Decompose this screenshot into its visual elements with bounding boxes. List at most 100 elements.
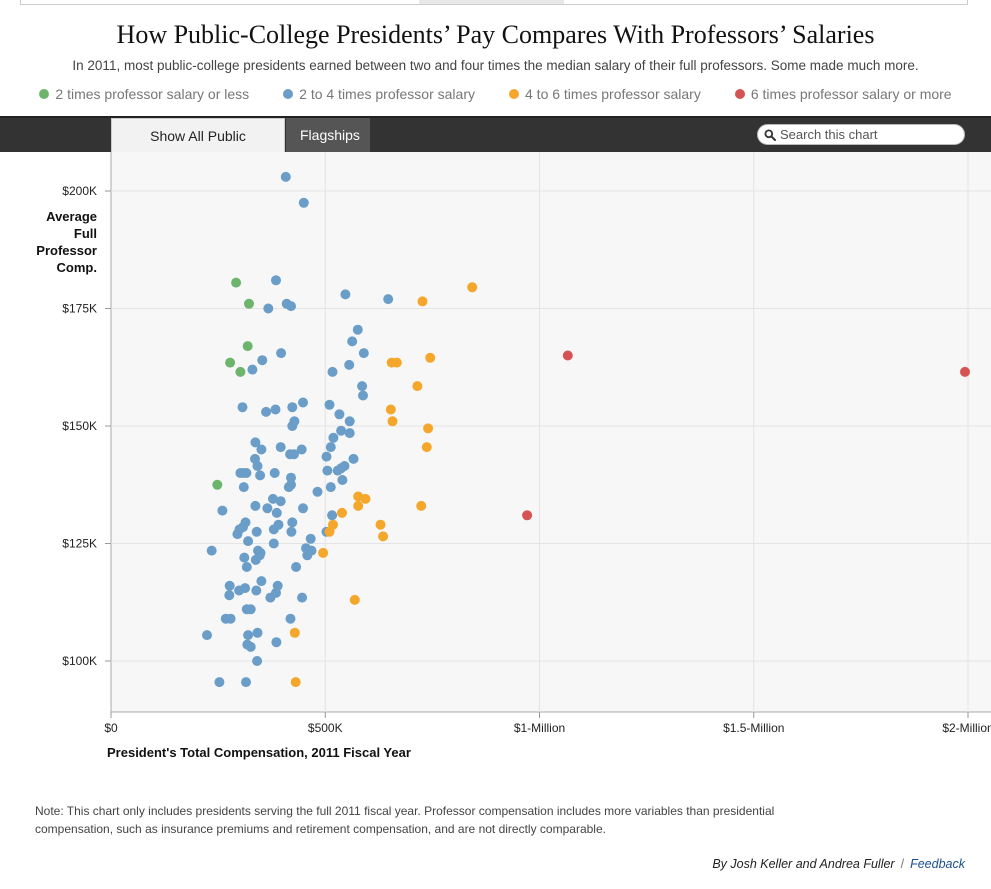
- data-point[interactable]: [276, 348, 287, 359]
- tab-all-public-colleges[interactable]: Show All Public Colleges: [111, 118, 285, 178]
- data-point[interactable]: [328, 432, 339, 443]
- data-point[interactable]: [286, 526, 297, 537]
- data-point[interactable]: [250, 500, 261, 511]
- data-point[interactable]: [224, 580, 235, 591]
- data-point[interactable]: [247, 364, 258, 375]
- data-point[interactable]: [275, 496, 286, 507]
- data-point[interactable]: [280, 171, 291, 182]
- data-point[interactable]: [337, 475, 348, 485]
- data-point[interactable]: [383, 294, 394, 305]
- data-point[interactable]: [336, 425, 347, 436]
- data-point[interactable]: [378, 531, 389, 542]
- data-point[interactable]: [243, 536, 254, 547]
- data-point[interactable]: [225, 357, 236, 368]
- data-point[interactable]: [238, 482, 249, 493]
- legend-item-2x-or-less[interactable]: 2 times professor salary or less: [39, 86, 249, 102]
- data-point[interactable]: [347, 336, 358, 347]
- data-point[interactable]: [344, 359, 355, 370]
- data-point[interactable]: [251, 585, 262, 596]
- data-point[interactable]: [243, 630, 254, 641]
- data-point[interactable]: [242, 341, 253, 352]
- data-point[interactable]: [235, 366, 246, 377]
- data-point[interactable]: [238, 468, 249, 478]
- data-point[interactable]: [353, 500, 364, 511]
- search-box[interactable]: [757, 124, 965, 145]
- data-point[interactable]: [287, 402, 298, 413]
- data-point[interactable]: [252, 627, 263, 638]
- data-point[interactable]: [302, 550, 313, 561]
- data-point[interactable]: [241, 562, 252, 572]
- data-point[interactable]: [287, 517, 298, 528]
- data-point[interactable]: [290, 677, 301, 688]
- data-point[interactable]: [327, 510, 338, 521]
- data-point[interactable]: [318, 547, 329, 558]
- data-point[interactable]: [360, 493, 371, 504]
- data-point[interactable]: [252, 461, 263, 471]
- data-point[interactable]: [325, 442, 336, 453]
- data-point[interactable]: [348, 453, 359, 464]
- data-point[interactable]: [332, 465, 343, 476]
- data-point[interactable]: [212, 479, 223, 490]
- data-point[interactable]: [325, 482, 336, 493]
- data-point[interactable]: [327, 366, 338, 377]
- data-point[interactable]: [421, 442, 432, 453]
- data-point[interactable]: [358, 348, 369, 359]
- search-input[interactable]: [780, 127, 960, 142]
- data-point[interactable]: [289, 627, 300, 638]
- data-point[interactable]: [261, 406, 272, 417]
- data-point[interactable]: [270, 404, 281, 415]
- data-point[interactable]: [202, 630, 212, 641]
- tab-flagships[interactable]: Flagships: [286, 118, 370, 152]
- data-point[interactable]: [285, 449, 296, 460]
- data-point[interactable]: [349, 594, 360, 605]
- data-point[interactable]: [206, 545, 217, 556]
- data-point[interactable]: [268, 538, 279, 549]
- data-point[interactable]: [237, 402, 248, 413]
- data-point[interactable]: [344, 416, 355, 427]
- data-point[interactable]: [271, 507, 282, 518]
- data-point[interactable]: [244, 298, 254, 309]
- data-point[interactable]: [385, 404, 396, 415]
- data-point[interactable]: [275, 442, 286, 453]
- data-point[interactable]: [416, 500, 427, 511]
- data-point[interactable]: [522, 510, 533, 521]
- data-point[interactable]: [250, 437, 261, 448]
- data-point[interactable]: [423, 423, 434, 434]
- data-point[interactable]: [321, 451, 332, 462]
- data-point[interactable]: [245, 641, 256, 652]
- data-point[interactable]: [255, 470, 266, 481]
- data-point[interactable]: [269, 468, 280, 478]
- feedback-link[interactable]: Feedback: [910, 857, 965, 871]
- data-point[interactable]: [250, 554, 261, 565]
- data-point[interactable]: [287, 421, 298, 431]
- legend-item-4-to-6x[interactable]: 4 to 6 times professor salary: [509, 86, 701, 102]
- data-point[interactable]: [257, 355, 268, 366]
- data-point[interactable]: [268, 524, 279, 535]
- data-point[interactable]: [224, 590, 235, 601]
- data-point[interactable]: [252, 656, 263, 666]
- data-point[interactable]: [286, 301, 296, 312]
- data-point[interactable]: [285, 613, 296, 624]
- data-point[interactable]: [232, 529, 243, 540]
- data-point[interactable]: [241, 677, 251, 688]
- data-point[interactable]: [960, 366, 970, 377]
- data-point[interactable]: [322, 465, 333, 476]
- legend-item-2-to-4x[interactable]: 2 to 4 times professor salary: [283, 86, 475, 102]
- data-point[interactable]: [256, 576, 267, 587]
- data-point[interactable]: [214, 677, 225, 688]
- data-point[interactable]: [412, 381, 423, 392]
- data-point[interactable]: [291, 562, 302, 572]
- data-point[interactable]: [296, 444, 307, 455]
- data-point[interactable]: [334, 409, 345, 420]
- data-point[interactable]: [298, 397, 308, 408]
- data-point[interactable]: [268, 493, 278, 504]
- data-point[interactable]: [286, 472, 296, 483]
- data-point[interactable]: [344, 428, 355, 439]
- data-point[interactable]: [417, 296, 428, 307]
- data-point[interactable]: [375, 519, 386, 530]
- data-point[interactable]: [312, 486, 323, 497]
- data-point[interactable]: [239, 552, 250, 563]
- data-point[interactable]: [340, 289, 351, 300]
- data-point[interactable]: [358, 390, 368, 401]
- data-point[interactable]: [256, 444, 267, 455]
